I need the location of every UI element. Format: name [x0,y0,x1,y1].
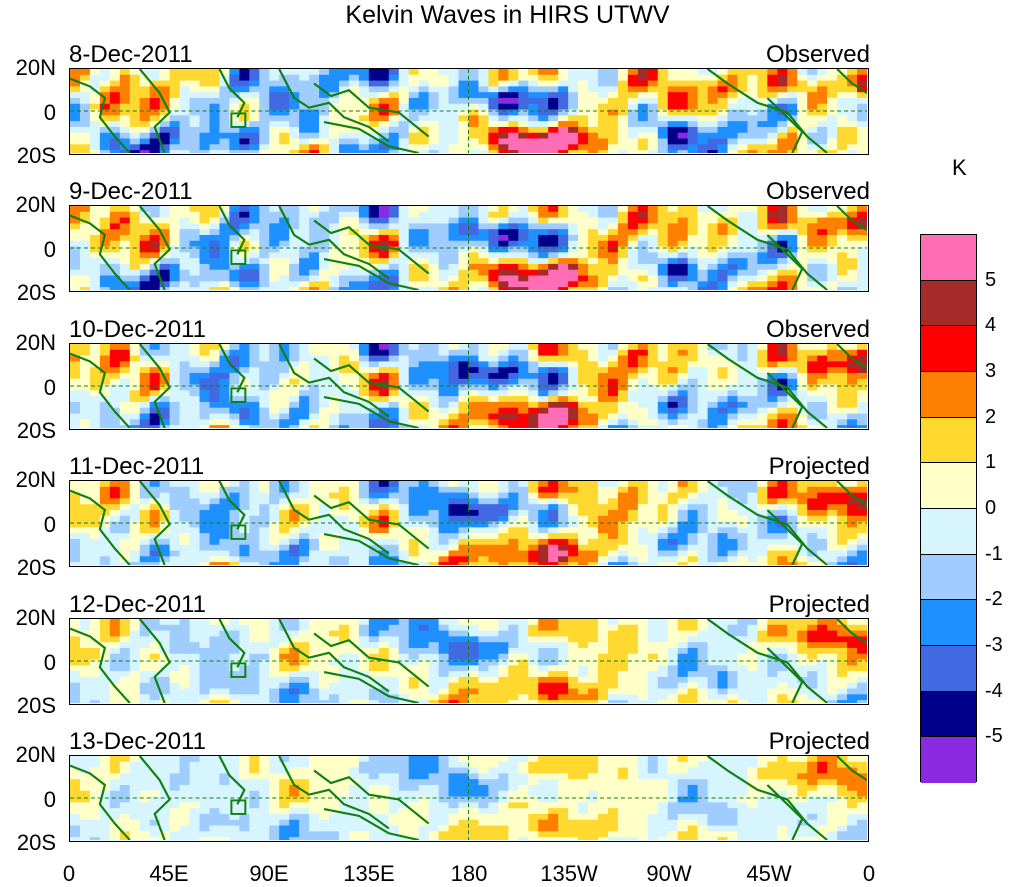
latitude-label: 0 [43,374,56,400]
anomaly-map [69,480,869,568]
colorbar-swatch [921,371,976,418]
anomaly-map [69,755,869,842]
map-panel: 9-Dec-2011 Observed 20N 0 20S [0,179,900,316]
colorbar-swatch [921,645,976,692]
anomaly-map [69,342,869,430]
panel-kind: Observed [765,178,870,206]
anomaly-map [69,205,869,293]
colorbar-swatch [921,508,976,555]
colorbar-level-label: 3 [985,360,997,382]
latitude-label: 0 [43,100,56,125]
longitude-label: 90W [646,861,692,886]
latitude-label: 0 [43,787,56,812]
longitude-label: 90E [249,861,289,886]
latitude-label: 0 [43,512,56,538]
panel-date: 12-Dec-2011 [69,590,206,618]
colorbar-level-label: -4 [985,679,1003,702]
colorbar-level-label: 5 [985,268,997,291]
panel-kind: Observed [765,41,870,68]
latitude-label: 20S [16,143,56,168]
anomaly-map [69,617,869,705]
colorbar-swatch [921,691,976,738]
longitude-label: 0 [862,861,876,886]
colorbar-level-label: -1 [985,542,1003,565]
panel-date: 13-Dec-2011 [69,728,206,755]
colorbar-level-label: 1 [985,451,997,474]
latitude-label: 20S [16,417,56,443]
colorbar-swatch [921,326,976,372]
colorbar-swatch [921,554,976,601]
colorbar-level-label: 2 [985,405,997,428]
map-panel: 8-Dec-2011 Observed 20N 0 20S [0,42,900,179]
latitude-label: 20S [16,555,56,581]
panel-date: 10-Dec-2011 [69,315,206,343]
map-panel: 12-Dec-2011 Projected 20N 0 20S [0,590,900,729]
latitude-label: 20N [15,55,56,80]
colorbar-level-label: -2 [985,588,1003,611]
panel-date: 11-Dec-2011 [69,453,205,481]
colorbar [920,234,977,783]
colorbar-level-label: 4 [985,314,997,337]
latitude-label: 20S [16,280,56,306]
colorbar-level-label: 0 [985,497,997,519]
latitude-label: 20N [15,329,56,355]
latitude-label: 20S [16,692,56,718]
latitude-label: 20N [15,604,56,630]
colorbar-swatch [921,235,976,281]
colorbar-unit: K [952,155,967,180]
map-panel: 13-Dec-2011 Projected 20N 0 20S [0,729,900,866]
longitude-label: 135E [343,861,395,886]
latitude-label: 20N [15,742,56,767]
figure-title: Kelvin Waves in HIRS UTWV [345,1,670,29]
colorbar-swatch [921,417,976,464]
panel-kind: Projected [768,590,870,618]
panel-date: 8-Dec-2011 [69,41,193,68]
latitude-label: 0 [43,649,56,675]
longitude-label: 180 [450,861,488,886]
panel-kind: Projected [768,453,870,481]
colorbar-level-label: -3 [985,634,1003,656]
panel-kind: Projected [768,728,870,755]
panel-kind: Observed [765,315,870,343]
colorbar-swatch [921,600,976,646]
latitude-label: 20N [15,192,56,218]
colorbar-swatch [921,737,976,783]
panel-date: 9-Dec-2011 [69,178,193,206]
colorbar-swatch [921,280,976,327]
colorbar-swatch [921,463,976,509]
map-panel: 10-Dec-2011 Observed 20N 0 20S [0,315,900,454]
longitude-label: 45E [149,861,189,886]
latitude-label: 20N [15,467,56,493]
longitude-label: 135W [540,861,598,886]
colorbar-level-label: -5 [985,725,1003,748]
latitude-label: 0 [43,237,56,263]
anomaly-map [69,68,869,155]
longitude-label: 45W [746,861,792,886]
latitude-label: 20S [16,830,56,855]
map-panel: 11-Dec-2011 Projected 20N 0 20S [0,454,900,591]
longitude-label: 0 [62,861,76,886]
